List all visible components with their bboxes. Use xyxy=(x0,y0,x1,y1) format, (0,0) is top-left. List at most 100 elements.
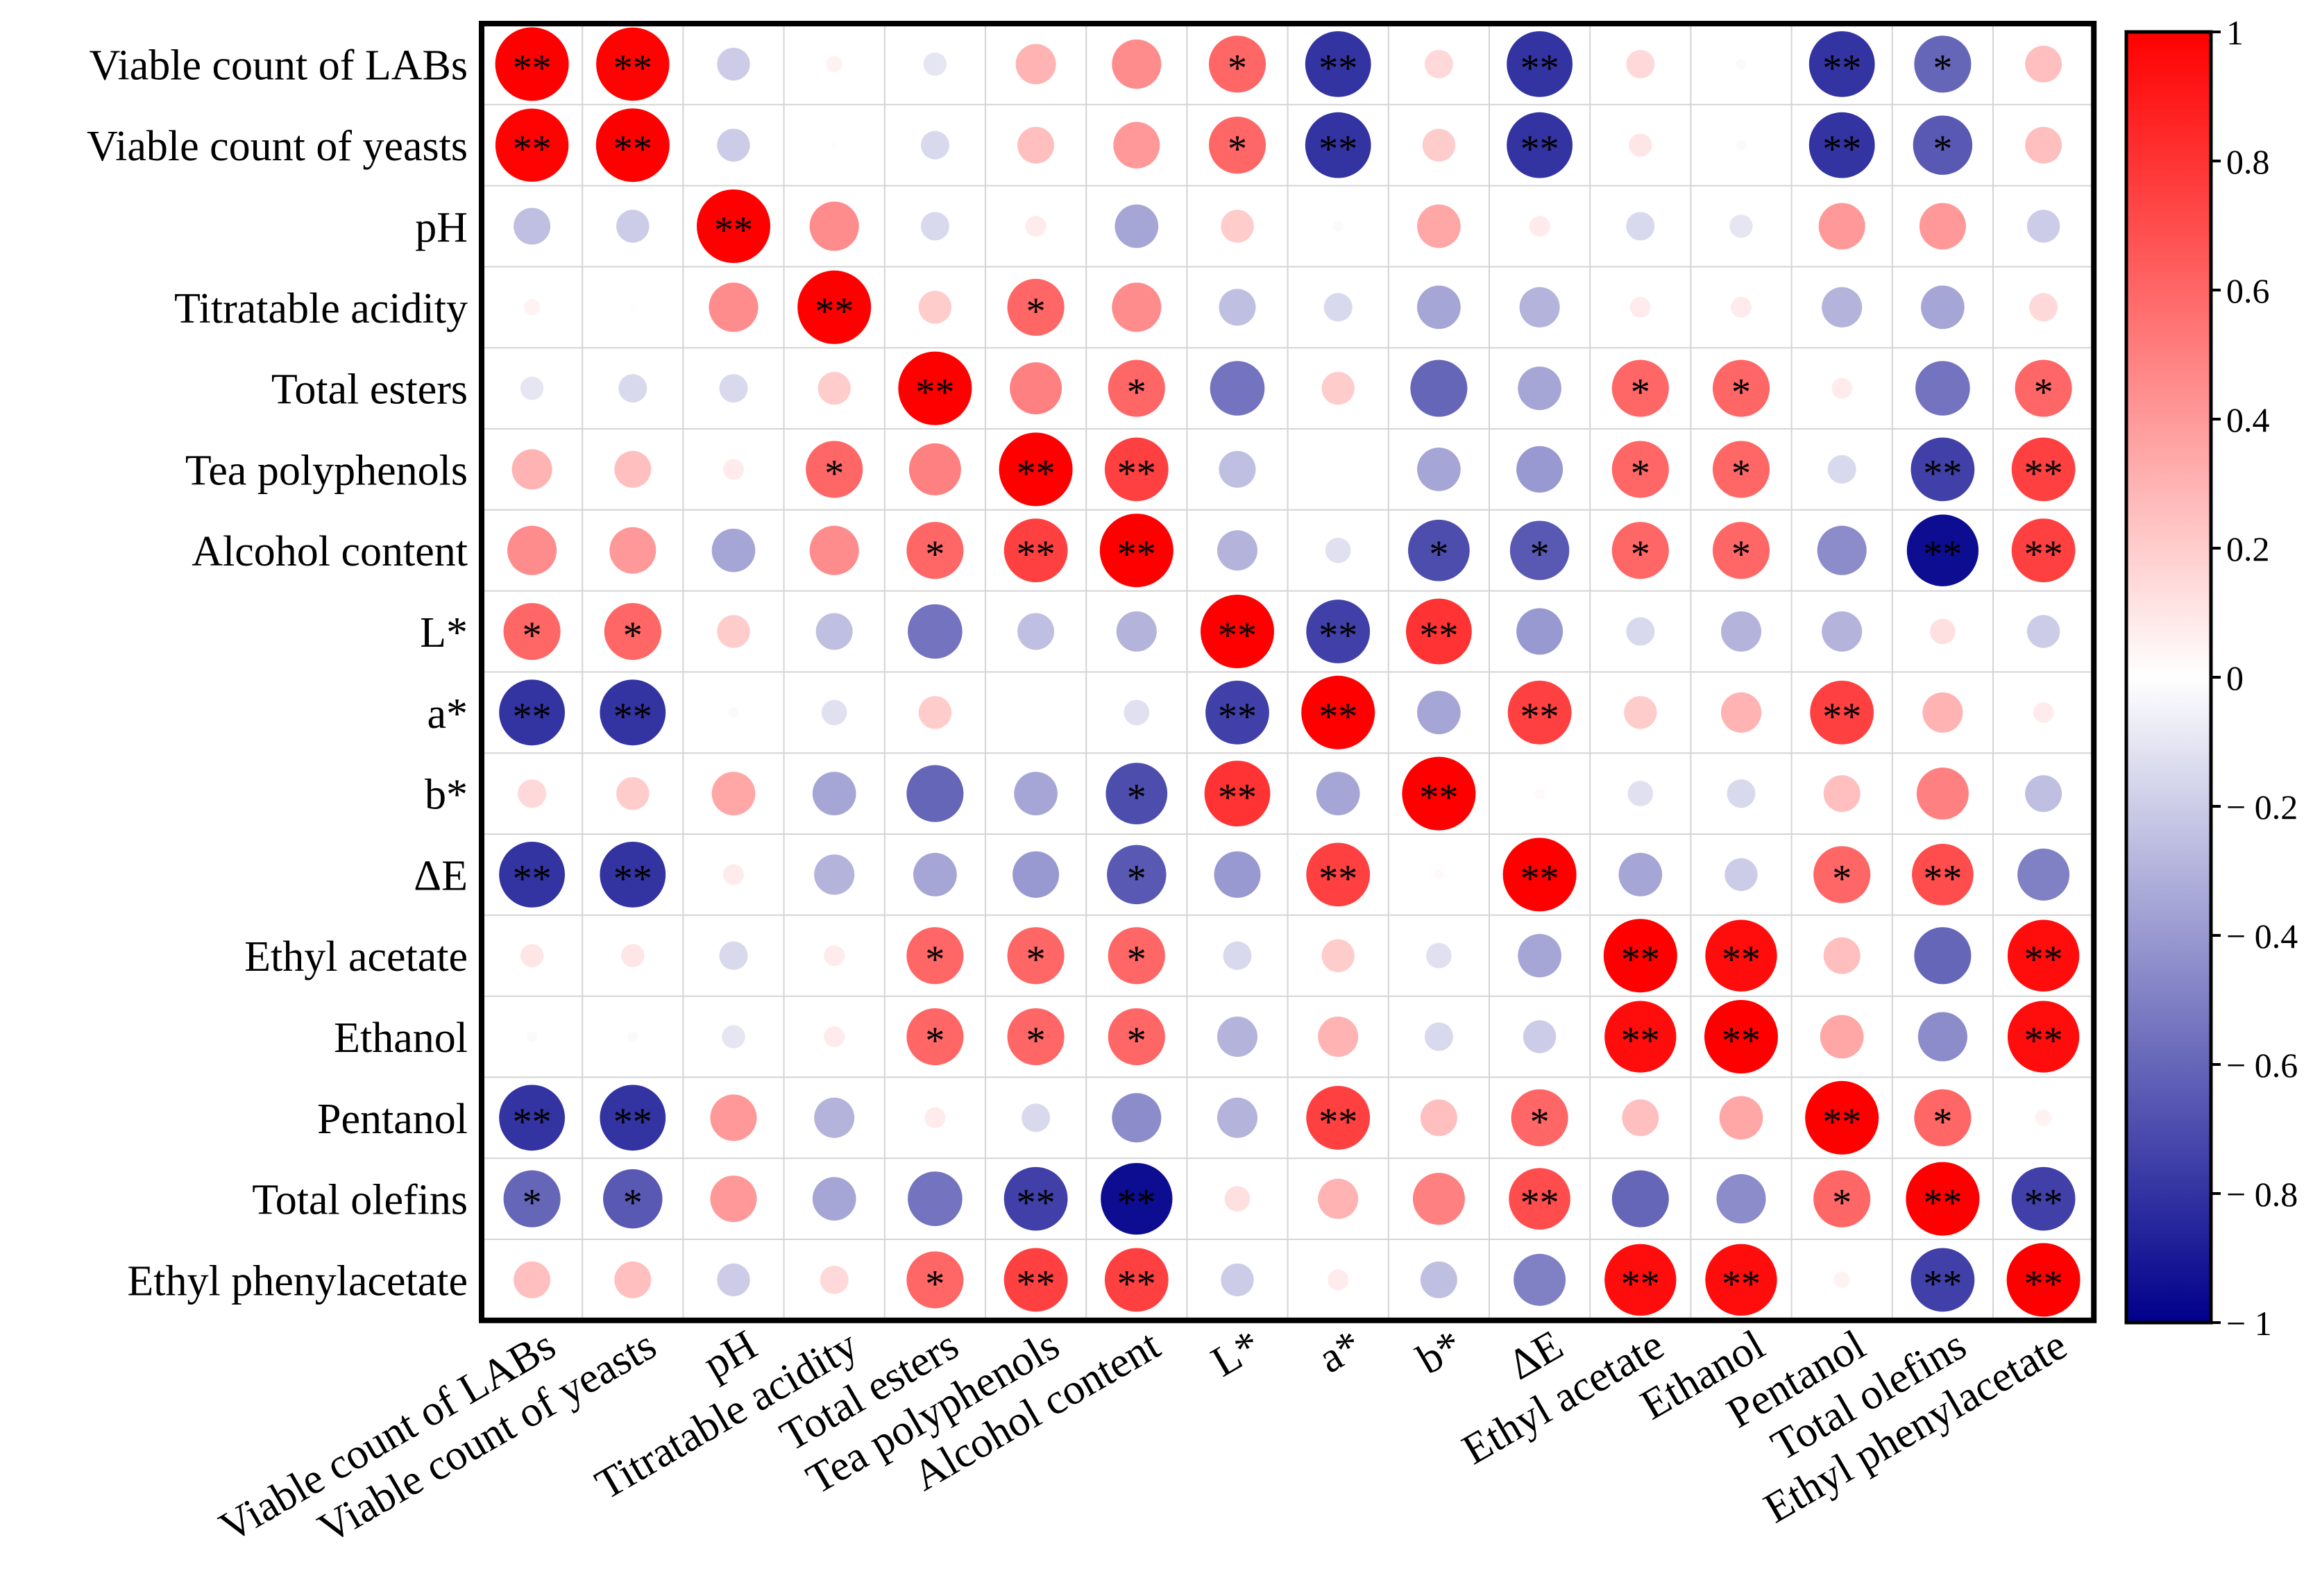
corr-circle-l--tea-polyphenols xyxy=(1017,613,1055,650)
corr-circle-total-olefins--tea-polyphenols xyxy=(1003,1166,1068,1231)
colorbar-tick-label: − 1 xyxy=(2226,1304,2272,1343)
significance-marker: ** xyxy=(1017,1182,1056,1225)
corr-circle-b--total-esters xyxy=(906,765,964,822)
colorbar-tick-label: − 0.2 xyxy=(2226,788,2298,826)
corr-circle-ph--pentanol xyxy=(1818,203,1865,250)
corr-circle-pentanol--total-olefins xyxy=(1914,1089,1972,1146)
significance-marker: ** xyxy=(1218,614,1257,657)
corr-circle-viable-count-of-labs--total-olefins xyxy=(1914,35,1972,93)
corr-circle-viable-count-of-yeasts--a xyxy=(1305,112,1371,178)
corr-circle-e--ph xyxy=(723,864,744,885)
row-label-total-olefins: Total olefins xyxy=(252,1177,468,1224)
corr-circle-a--l xyxy=(1205,680,1269,745)
corr-circle-ethanol--ethyl-phenylacetate xyxy=(2007,1001,2080,1073)
corr-circle-viable-count-of-yeasts--pentanol xyxy=(1808,112,1875,178)
corr-circle-a--b xyxy=(1417,690,1461,735)
corr-circle-ethyl-phenylacetate--ethyl-phenylacetate xyxy=(2006,1243,2081,1317)
corr-circle-viable-count-of-labs--viable-count-of-labs xyxy=(495,27,569,101)
corr-circle-ethanol--total-esters xyxy=(906,1008,964,1066)
corr-circle-alcohol-content--pentanol xyxy=(1817,525,1867,575)
corr-circle-viable-count-of-yeasts--viable-count-of-labs xyxy=(495,108,569,182)
corr-circle-ethyl-acetate--ph xyxy=(719,941,748,970)
corr-circle-alcohol-content--ph xyxy=(711,528,756,572)
corr-circle-viable-count-of-yeasts--total-esters xyxy=(920,130,949,160)
corr-circle-titratable-acidity--a xyxy=(1323,293,1353,322)
colorbar-gradient xyxy=(2124,30,2213,1325)
significance-marker: ** xyxy=(1520,1182,1559,1225)
corr-circle-ph--b xyxy=(1417,204,1461,248)
corr-circle-b--viable-count-of-yeasts xyxy=(616,776,650,810)
significance-marker: * xyxy=(925,1262,944,1305)
corr-circle-ph--total-esters xyxy=(920,212,949,241)
significance-marker: * xyxy=(1631,371,1650,414)
significance-marker: ** xyxy=(2024,533,2063,576)
corr-circle-total-olefins--alcohol-content xyxy=(1101,1162,1173,1235)
corr-circle-tea-polyphenols--ethyl-phenylacetate xyxy=(2011,437,2076,502)
corr-circle-l--ethyl-phenylacetate xyxy=(2026,615,2060,648)
significance-marker: * xyxy=(1228,46,1247,90)
corr-circle-titratable-acidity--titratable-acidity xyxy=(797,270,872,344)
corr-circle-pentanol--tea-polyphenols xyxy=(1022,1103,1051,1132)
corr-circle-b--ethanol xyxy=(1727,779,1756,808)
significance-marker: ** xyxy=(2024,1019,2063,1062)
corr-circle-viable-count-of-yeasts--l xyxy=(1208,117,1266,174)
significance-marker: ** xyxy=(613,1101,652,1144)
significance-marker: ** xyxy=(1923,452,1962,495)
corr-circle-total-esters--alcohol-content xyxy=(1108,359,1165,417)
corr-circle-tea-polyphenols--pentanol xyxy=(1827,455,1856,484)
corr-circle-pentanol--l xyxy=(1217,1097,1258,1138)
corr-circle-viable-count-of-labs--ph xyxy=(717,47,750,81)
significance-marker: ** xyxy=(1117,1262,1156,1305)
corr-circle-l--viable-count-of-yeasts xyxy=(604,602,661,661)
corr-circle-a--alcohol-content xyxy=(1124,699,1150,726)
significance-marker: ** xyxy=(1520,46,1559,90)
corr-circle-tea-polyphenols--viable-count-of-yeasts xyxy=(614,450,652,488)
corr-circle-e--e xyxy=(1502,838,1577,912)
corr-circle-titratable-acidity--alcohol-content xyxy=(1112,282,1162,332)
significance-marker: ** xyxy=(1520,695,1559,738)
corr-circle-total-esters--a xyxy=(1321,371,1355,405)
corr-circle-ethyl-acetate--viable-count-of-yeasts xyxy=(621,944,645,967)
corr-circle-ethyl-phenylacetate--ethyl-acetate xyxy=(1604,1243,1677,1316)
colorbar-tick-label: 0.2 xyxy=(2226,529,2270,568)
corr-circle-a--ethanol xyxy=(1720,692,1762,733)
row-label-a: a* xyxy=(427,690,468,738)
corr-circle-viable-count-of-yeasts--e xyxy=(1507,112,1573,178)
row-label-viable-count-of-yeasts: Viable count of yeasts xyxy=(87,123,468,170)
corr-circle-b--titratable-acidity xyxy=(812,772,856,815)
significance-marker: * xyxy=(1026,290,1046,333)
significance-marker: ** xyxy=(1520,128,1559,171)
significance-marker: * xyxy=(523,1182,542,1225)
corr-circle-pentanol--total-esters xyxy=(924,1107,946,1128)
corr-circle-titratable-acidity--viable-count-of-yeasts xyxy=(629,303,637,312)
corr-circle-ph--l xyxy=(1221,210,1254,243)
corr-circle-titratable-acidity--ethyl-phenylacetate xyxy=(2029,293,2058,322)
corr-circle-total-olefins--a xyxy=(1318,1178,1359,1219)
corr-circle-titratable-acidity--b xyxy=(1417,285,1461,330)
corr-circle-ph--viable-count-of-yeasts xyxy=(616,210,650,243)
corr-circle-ethyl-acetate--viable-count-of-labs xyxy=(520,944,544,967)
corr-circle-l--e xyxy=(1516,608,1563,655)
corr-circle-viable-count-of-yeasts--b xyxy=(1422,128,1456,162)
corr-circle-l--b xyxy=(1405,598,1472,665)
significance-marker: * xyxy=(925,938,944,981)
corr-circle-ethyl-phenylacetate--alcohol-content xyxy=(1104,1248,1169,1312)
corr-circle-b--alcohol-content xyxy=(1105,763,1168,824)
significance-marker: ** xyxy=(915,371,954,414)
colorbar-tick-label: 0 xyxy=(2226,659,2244,697)
corr-circle-l--viable-count-of-labs xyxy=(503,602,561,661)
corr-circle-total-esters--ethyl-phenylacetate xyxy=(2015,359,2072,417)
colorbar-tick-label: − 0.4 xyxy=(2226,917,2298,956)
significance-marker: * xyxy=(1429,533,1448,576)
corr-circle-a--viable-count-of-labs xyxy=(499,679,566,746)
corr-circle-total-olefins--ethyl-acetate xyxy=(1611,1170,1669,1228)
significance-marker: ** xyxy=(1621,1019,1660,1062)
significance-marker: ** xyxy=(513,695,552,738)
corr-circle-ethanol--viable-count-of-yeasts xyxy=(627,1031,638,1042)
corr-circle-e--viable-count-of-labs xyxy=(499,841,566,908)
corr-circle-tea-polyphenols--b xyxy=(1417,448,1461,491)
corr-circle-ethanol--ethyl-acetate xyxy=(1604,1001,1677,1073)
corr-circle-a--ethyl-acetate xyxy=(1624,696,1657,729)
corr-circle-l--ethyl-acetate xyxy=(1626,617,1655,646)
